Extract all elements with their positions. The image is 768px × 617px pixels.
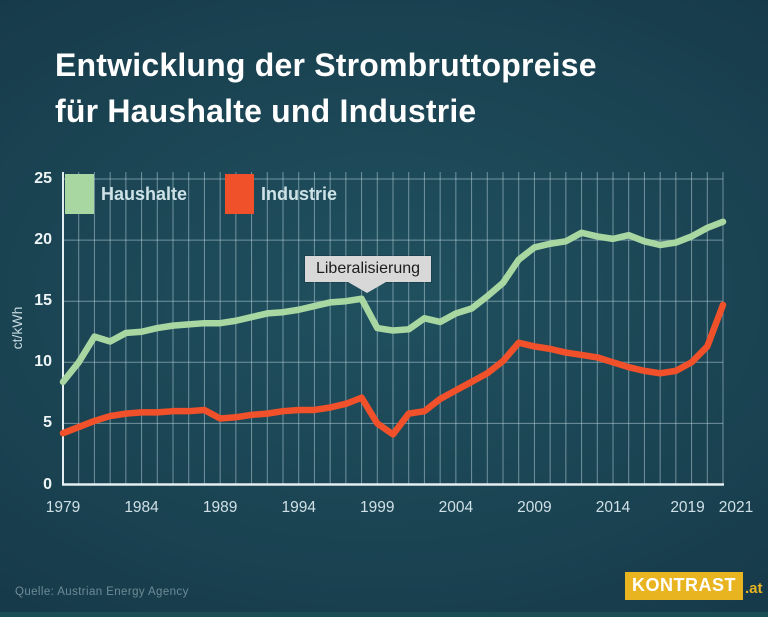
liberalisierung-annotation: Liberalisierung	[305, 256, 431, 282]
chart-title: Entwicklung der Strombruttopreise für Ha…	[55, 42, 597, 134]
x-tick-label: 1989	[202, 499, 238, 516]
bottom-accent-strip	[0, 612, 768, 617]
legend-swatch-haushalte	[65, 174, 94, 214]
legend-swatch-industrie	[225, 174, 255, 214]
y-tick-label: 15	[34, 292, 52, 310]
kontrast-logo-suffix: .at	[745, 580, 763, 597]
chart-title-line2: für Haushalte und Industrie	[55, 93, 477, 129]
series-line-industrie	[59, 301, 727, 438]
x-tick-label: 1999	[360, 499, 395, 516]
y-tick-label: 5	[43, 414, 52, 432]
x-tick-label: 2004	[438, 499, 474, 516]
legend-label-industrie: Industrie	[261, 183, 338, 204]
y-axis-unit-label: ct/kWh	[9, 306, 25, 350]
kontrast-logo: KONTRAST .at	[625, 572, 763, 600]
source-credit: Quelle: Austrian Energy Agency	[15, 586, 189, 598]
x-tick-label: 1984	[124, 499, 159, 516]
y-tick-label: 0	[43, 475, 52, 493]
x-tick-label: 2021	[718, 499, 754, 516]
y-tick-label: 10	[34, 353, 52, 371]
annotation-arrow-down-icon	[348, 282, 386, 293]
legend-label-haushalte: Haushalte	[101, 183, 188, 204]
series-line-haushalte	[59, 218, 727, 386]
x-tick-label: 1979	[45, 499, 81, 516]
x-tick-label: 2014	[595, 499, 631, 516]
x-tick-label: 1994	[281, 499, 316, 516]
x-tick-label: 2019	[670, 499, 705, 516]
y-tick-label: 25	[34, 170, 52, 187]
chart-title-line1: Entwicklung der Strombruttopreise	[55, 47, 597, 83]
kontrast-logo-box: KONTRAST	[625, 572, 743, 600]
y-tick-label: 20	[34, 231, 52, 249]
chart-legend: Haushalte Industrie	[65, 174, 375, 214]
x-tick-label: 2009	[517, 499, 552, 516]
